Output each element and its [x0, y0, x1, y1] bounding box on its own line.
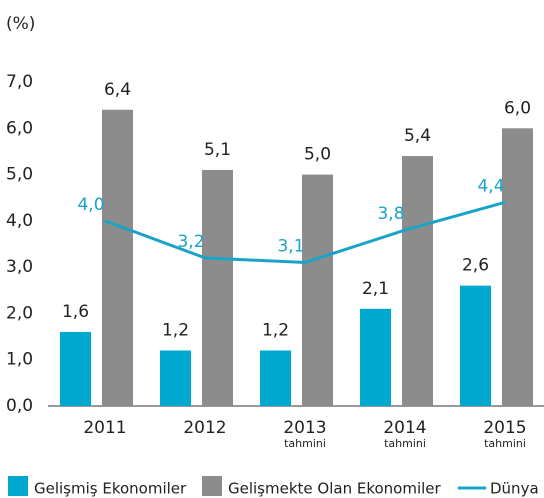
- y-tick-label: 7,0: [6, 72, 33, 92]
- value-label: 5,0: [304, 145, 331, 165]
- bar: [60, 331, 91, 406]
- x-tick-note: tahmini: [484, 437, 526, 450]
- value-label: 1,6: [62, 302, 89, 322]
- y-tick-label: 2,0: [6, 303, 33, 323]
- line-value-label: 3,2: [177, 232, 204, 252]
- value-label: 5,4: [404, 126, 431, 146]
- bar: [160, 350, 191, 406]
- y-tick-label: 6,0: [6, 118, 33, 138]
- value-label: 6,4: [104, 80, 131, 100]
- line-value-label: 4,0: [77, 195, 104, 215]
- line-value-label: 3,1: [277, 237, 304, 257]
- line-value-label: 4,4: [477, 176, 504, 196]
- x-tick-note: tahmini: [384, 437, 426, 450]
- x-tick-label: 2012: [183, 418, 226, 438]
- legend-swatch: [202, 476, 222, 496]
- legend-label: Gelişmekte Olan Ekonomiler: [228, 480, 442, 498]
- bar: [460, 285, 491, 406]
- value-label: 1,2: [162, 320, 189, 340]
- value-label: 2,6: [462, 256, 489, 276]
- line-value-label: 3,8: [377, 204, 404, 224]
- legend-label: Gelişmiş Ekonomiler: [34, 480, 187, 498]
- line: [104, 200, 506, 265]
- y-tick-label: 0,0: [6, 396, 33, 416]
- bar: [202, 169, 233, 406]
- bar: [102, 109, 133, 407]
- x-tick-label: 2011: [83, 418, 126, 438]
- bar: [302, 174, 333, 406]
- x-tick-label: 2014: [383, 418, 426, 438]
- bar: [502, 128, 533, 407]
- y-tick-label: 5,0: [6, 165, 33, 185]
- y-tick-label: 4,0: [6, 211, 33, 231]
- y-tick-label: 1,0: [6, 350, 33, 370]
- bar: [260, 350, 291, 406]
- x-tick-note: tahmini: [284, 437, 326, 450]
- value-label: 1,2: [262, 320, 289, 340]
- value-label: 6,0: [504, 98, 531, 118]
- legend-label: Dünya: [490, 480, 539, 498]
- bar: [360, 308, 391, 406]
- x-tick-label: 2015: [483, 418, 526, 438]
- legend-swatch: [8, 476, 28, 496]
- y-axis-label: (%): [6, 14, 35, 34]
- value-label: 5,1: [204, 140, 231, 160]
- x-tick-label: 2013: [283, 418, 326, 438]
- value-label: 2,1: [362, 279, 389, 299]
- bar: [402, 156, 433, 406]
- y-tick-label: 3,0: [6, 257, 33, 277]
